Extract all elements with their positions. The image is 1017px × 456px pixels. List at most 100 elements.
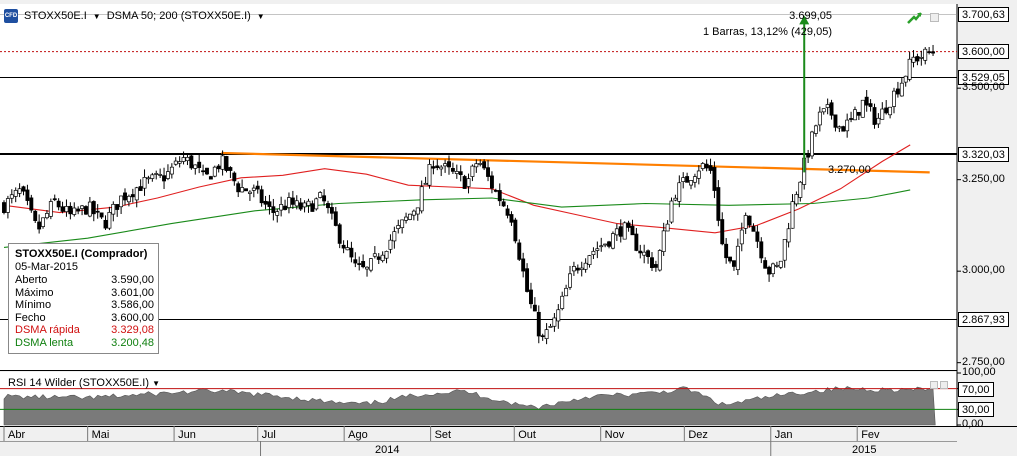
candle-body [17,188,22,194]
candle-body [759,241,764,259]
chevron-down-icon[interactable]: ▼ [152,379,160,388]
candle-body [732,260,736,267]
rsi-minimize-button[interactable] [930,381,938,389]
symbol-selector[interactable]: STOXX50E.I [24,10,87,22]
candle-body [915,56,920,62]
candle-body [735,245,740,271]
candle-body [696,170,701,179]
candle-body [376,256,381,260]
candle-body [864,96,869,106]
candle-body [357,263,362,265]
info-date: 05-Mar-2015 [15,261,78,273]
candle-body [536,311,541,337]
candle-body [255,185,260,190]
y-tick-label: 2.750,00 [962,355,1005,368]
candle-body [103,219,108,229]
candle-body [119,195,124,208]
month-label: Fev [861,429,880,441]
candle-body [810,131,814,157]
panel-restore-button[interactable] [930,13,939,22]
candle-body [64,206,69,213]
candle-body [899,82,904,97]
candle-body [767,266,772,275]
candle-body [201,170,206,173]
candle-body [349,247,354,258]
candle-body [427,164,432,186]
main-plot-area[interactable] [0,4,957,370]
slow-ma-line [3,189,911,248]
candle-body [228,167,233,171]
candle-body [263,200,268,205]
candle-body [493,190,498,192]
price-level-tag[interactable]: 3.600,00 [958,44,1009,60]
chevron-down-icon[interactable]: ▼ [92,11,101,21]
candle-body [478,163,483,165]
candle-body [669,200,674,223]
rsi-close-button[interactable] [940,381,948,389]
candle-body [720,219,725,245]
candle-body [786,228,791,243]
candle-body [927,51,932,54]
trend-arrow-icon[interactable] [907,11,923,25]
candle-body [470,165,475,177]
measure-detail-label: 1 Barras, 13,12% (429,05) [702,26,832,38]
price-level-tag[interactable]: 3.320,03 [958,146,1009,162]
candle-body [607,241,611,247]
candle-body [267,201,272,207]
price-level-tag[interactable]: 3.529,05 [958,70,1009,86]
candle-body [513,219,518,242]
year-label: 2015 [852,444,877,456]
candle-body [134,187,139,201]
candle-body [275,211,280,216]
candle-body [466,178,471,187]
candle-body [146,177,151,180]
candle-body [618,226,623,237]
month-label: Out [518,429,536,441]
candle-body [817,111,822,126]
candle-body [404,216,409,221]
candle-body [25,189,30,201]
candle-body [778,260,783,268]
candle-body [271,206,276,213]
candle-body [220,155,225,170]
measure-arrowhead [799,15,810,25]
candle-body [739,229,744,245]
candle-body [642,251,647,256]
price-level-tag[interactable]: 2.867,93 [958,312,1009,328]
candle-body [439,166,444,170]
candle-body [603,243,608,246]
month-label: Mai [91,429,110,441]
candle-body [888,106,893,116]
candle-body [868,103,873,107]
candle-body [240,187,245,193]
candle-body [318,192,323,198]
candle-body [556,309,561,322]
candle-body [37,221,42,230]
candle-body [44,213,49,219]
candle-body [833,114,838,128]
rsi-level-label: 70,00 [958,381,994,397]
rsi-panel-label[interactable]: RSI 14 Wilder (STOXX50E.I) ▼ [8,377,160,389]
candle-body [489,175,494,189]
candle-body [287,197,291,208]
candle-body [692,176,697,183]
candle-body [634,233,639,251]
candle-body [876,117,881,125]
price-level-tag[interactable]: 3.700,63 [958,7,1009,23]
candle-body [583,262,588,270]
candle-body [892,90,896,107]
candle-body [345,247,350,251]
y-tick-label: 3.500,00 [962,81,1005,94]
candle-body [5,198,10,213]
candle-body [794,194,799,205]
candle-body [571,266,576,272]
candle-body [521,258,526,272]
chevron-down-icon[interactable]: ▼ [256,11,265,21]
month-label: Jan [774,429,793,441]
data-window: STOXX50E.I (Comprador) 05-Mar-2015 Abert… [8,243,159,354]
indicator-selector[interactable]: DSMA 50; 200 (STOXX50E.I) [106,10,251,22]
candle-body [169,166,174,175]
candle-body [751,226,756,232]
candle-body [907,58,912,80]
